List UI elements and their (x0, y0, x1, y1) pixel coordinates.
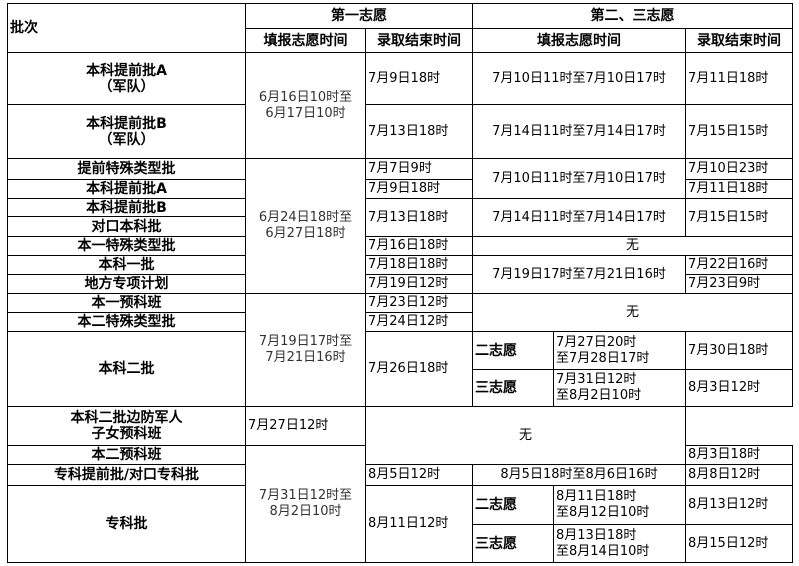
batch-cell: 提前特殊类型批 (7, 158, 246, 180)
batch-note: （军队） (98, 131, 155, 148)
batch-cell: 专科批 (7, 485, 246, 563)
fill-time-2-cell: 7月10日11时至7月10日17时 (472, 158, 686, 199)
batch-cell: 本二预科班 (7, 445, 246, 465)
admission-end-2-cell: 7月22日16时 (685, 255, 793, 275)
admission-end-cell: 7月9日18时 (365, 179, 473, 199)
header-fill-time-2: 填报志愿时间 (472, 28, 686, 53)
batch-name: 本科提前批B (86, 115, 167, 132)
admission-end-2-cell: 7月10日23时 (685, 158, 793, 180)
batch-cell: 本一预科班 (7, 293, 246, 313)
admission-end-2-cell: 8月15日12时 (685, 524, 793, 563)
fill-end: 至8月12日10时 (556, 505, 650, 520)
batch-cell: 对口本科批 (7, 216, 246, 237)
fill-start: 8月13日18时 (556, 527, 637, 543)
none-cell: 无 (472, 293, 793, 332)
fill-start: 6月24日18时至 (258, 210, 353, 225)
admission-end-cell: 7月9日18时 (365, 52, 473, 105)
fill-time-2-cell: 8月13日18时 至8月14日10时 (553, 524, 686, 563)
admission-end-cell: 7月27日12时 (245, 406, 366, 446)
admission-end-2-cell: 8月8日12时 (685, 464, 793, 486)
header-admission-end-2: 录取结束时间 (685, 28, 793, 53)
admission-end-cell: 8月3日18时 (685, 445, 793, 465)
fill-end: 7月21日16时 (265, 350, 346, 365)
fill-start: 7月31日12时至 (258, 488, 353, 503)
header-first-choice: 第一志愿 (245, 3, 473, 29)
batch-cell: 本科提前批A (7, 179, 246, 199)
fill-time-cell: 7月31日12时至 8月2日10时 (245, 445, 366, 563)
batch-cell: 本科一批 (7, 255, 246, 275)
fill-start: 7月19日17时至 (258, 334, 353, 349)
admission-end-cell: 8月5日12时 (365, 464, 473, 486)
choice-label: 三志愿 (472, 524, 554, 563)
fill-time-2-cell: 7月27日20时 至7月28日17时 (553, 331, 686, 370)
fill-end: 至8月2日10时 (556, 388, 642, 403)
fill-time-cell: 6月16日10时至 6月17日10时 (245, 52, 366, 159)
batch-cell: 本科二批 (7, 331, 246, 407)
choice-label: 二志愿 (472, 331, 554, 370)
admission-end-2-cell: 8月13日12时 (685, 485, 793, 525)
fill-time-2-cell: 7月31日12时 至8月2日10时 (553, 369, 686, 407)
fill-end: 8月2日10时 (269, 504, 342, 519)
fill-time-2-cell: 8月11日18时 至8月12日10时 (553, 485, 686, 525)
admission-end-cell: 7月16日18时 (365, 236, 473, 256)
admission-end-2-cell: 8月3日12时 (685, 369, 793, 407)
choice-label: 二志愿 (472, 485, 554, 525)
fill-time-2-cell: 7月10日11时至7月10日17时 (472, 52, 686, 105)
batch-cell: 本科提前批B （军队） (7, 104, 246, 159)
fill-start: 8月11日18时 (556, 489, 637, 504)
fill-start: 6月16日10时至 (258, 89, 353, 105)
admission-end-cell: 7月13日18时 (365, 104, 473, 159)
admission-end-2-cell: 7月30日18时 (685, 331, 793, 370)
admission-schedule-table: 批次 第一志愿 第二、三志愿 填报志愿时间 录取结束时间 填报志愿时间 录取结束… (7, 3, 793, 563)
fill-time-cell: 6月24日18时至 6月27日18时 (245, 158, 366, 294)
fill-end: 6月27日18时 (265, 226, 346, 241)
admission-end-cell: 7月13日18时 (365, 198, 473, 237)
batch-cell: 本科提前批B (7, 198, 246, 217)
admission-end-cell: 7月23日12时 (365, 293, 473, 313)
batch-name: 本科提前批A (86, 62, 167, 79)
admission-end-cell: 7月26日18时 (365, 331, 473, 407)
batch-note: 子女预科班 (91, 426, 162, 442)
fill-time-2-cell: 7月14日11时至7月14日17时 (472, 104, 686, 159)
batch-note: （军队） (98, 78, 155, 95)
batch-cell: 地方专项计划 (7, 274, 246, 294)
fill-end: 6月17日10时 (265, 105, 346, 121)
header-second-third-choice: 第二、三志愿 (472, 3, 793, 29)
admission-end-cell: 7月18日18时 (365, 255, 473, 275)
batch-cell: 本二特殊类型批 (7, 312, 246, 332)
fill-time-cell: 7月19日17时至 7月21日16时 (245, 293, 366, 407)
none-cell: 无 (472, 236, 793, 256)
header-admission-end: 录取结束时间 (365, 28, 473, 53)
batch-cell: 专科提前批/对口专科批 (7, 464, 246, 486)
fill-time-2-cell: 7月19日17时至7月21日16时 (472, 255, 686, 294)
batch-cell: 本科提前批A （军队） (7, 52, 246, 105)
batch-name: 本科二批边防军人 (70, 410, 183, 426)
none-cell: 无 (365, 406, 686, 465)
choice-label: 三志愿 (472, 369, 554, 407)
fill-time-2-cell: 7月14日11时至7月14日17时 (472, 198, 686, 237)
admission-end-2-cell: 7月11日18时 (685, 52, 793, 105)
header-batch: 批次 (7, 3, 246, 53)
admission-end-2-cell: 7月15日15时 (685, 198, 793, 237)
admission-end-2-cell: 7月15日15时 (685, 104, 793, 159)
batch-cell: 本一特殊类型批 (7, 236, 246, 256)
header-fill-time: 填报志愿时间 (245, 28, 366, 53)
batch-cell: 本科二批边防军人 子女预科班 (7, 406, 246, 446)
admission-end-cell: 7月24日12时 (365, 312, 473, 332)
admission-end-cell: 7月19日12时 (365, 274, 473, 294)
admission-end-2-cell: 7月23日9时 (685, 274, 793, 294)
fill-start: 7月31日12时 (556, 372, 637, 387)
fill-end: 至7月28日17时 (556, 350, 650, 366)
admission-end-2-cell: 7月11日18时 (685, 179, 793, 199)
fill-time-2-cell: 8月5日18时至8月6日16时 (472, 464, 686, 486)
admission-end-cell: 7月7日9时 (365, 158, 473, 180)
fill-end: 至8月14日10时 (556, 543, 650, 559)
fill-start: 7月27日20时 (556, 334, 637, 350)
admission-end-cell: 8月11日12时 (365, 485, 473, 563)
